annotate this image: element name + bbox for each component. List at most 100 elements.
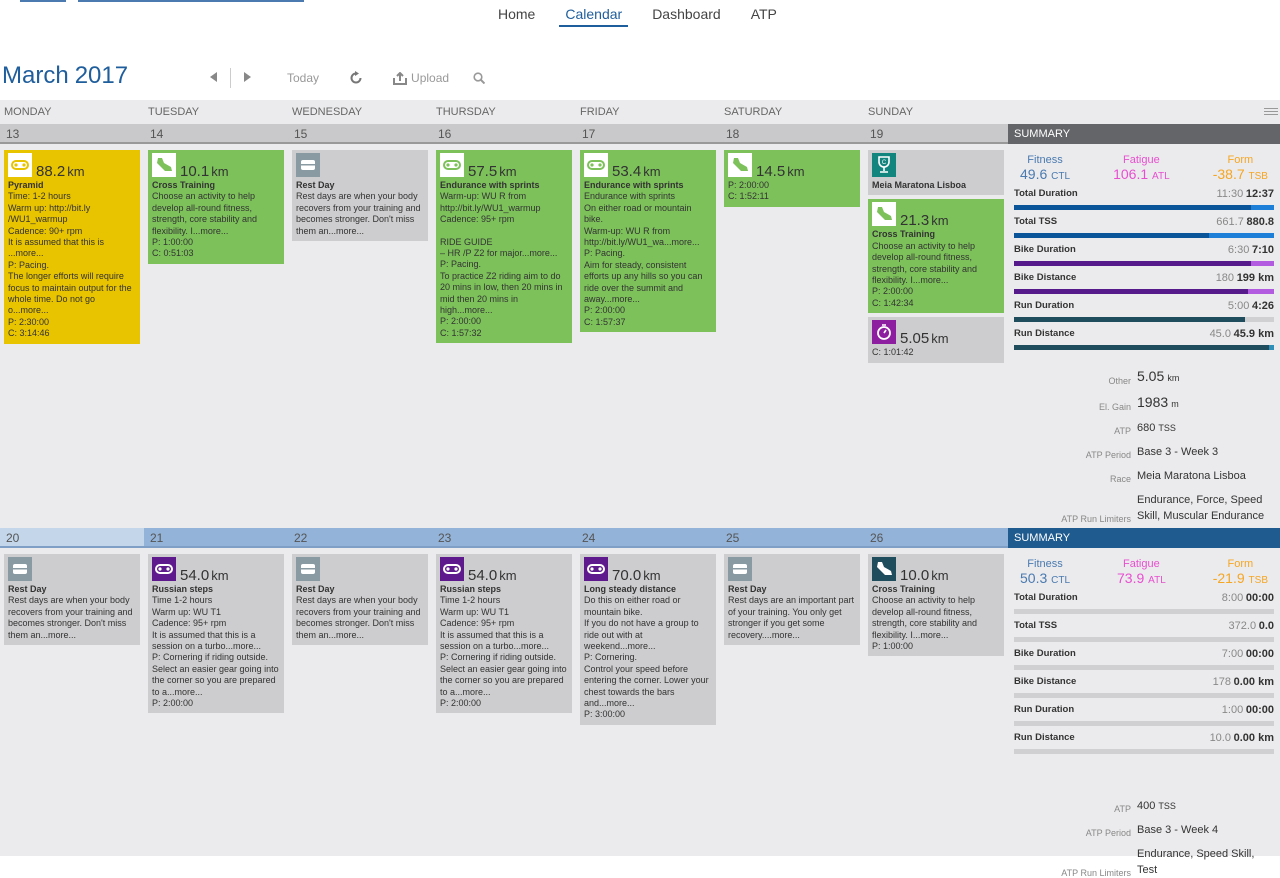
distance-unit: km — [787, 164, 805, 179]
today-button[interactable]: Today — [287, 71, 320, 85]
bike-icon — [8, 153, 32, 177]
upload-button[interactable]: Upload — [393, 71, 449, 85]
info-row: ATP Period Base 3 - Week 4 — [1014, 822, 1274, 838]
workout-card[interactable]: Rest Day Rest days are an important part … — [724, 554, 860, 646]
info-value: 400 — [1137, 800, 1156, 812]
summary-row-label: Total Duration — [1014, 188, 1078, 199]
date-cell[interactable]: 26 — [864, 528, 1008, 548]
search-icon[interactable] — [473, 72, 486, 84]
run-shoe-icon — [152, 153, 176, 177]
date-cell[interactable]: 20 — [0, 528, 144, 548]
completed-value: 4:26 — [1251, 300, 1274, 312]
day-cell: Rest Day Rest days are when your body rec… — [292, 554, 428, 649]
planned-value: 5:00 — [1227, 300, 1250, 312]
page-title: March 2017 — [2, 62, 128, 90]
info-value: 5.05 — [1137, 368, 1165, 384]
workout-distance: 5.05 km — [900, 331, 949, 346]
run-shoe-icon — [872, 202, 896, 227]
workout-card[interactable]: 10.0 km Cross Training Choose an activity t… — [868, 554, 1004, 657]
next-week-button[interactable] — [243, 71, 251, 85]
workout-card[interactable]: Rest Day Rest days are when your body rec… — [4, 554, 140, 646]
top-link[interactable] — [78, 0, 304, 2]
prev-week-button[interactable] — [210, 71, 218, 85]
workout-line: – HR /P Z2 for major...more... — [440, 248, 558, 259]
workout-card[interactable]: C Meia Maratona Lisboa — [868, 150, 1004, 196]
workout-distance: 14.5 km — [756, 164, 805, 179]
workout-card[interactable]: 54.0 km Russian steps Time 1-2 hours Warm up… — [148, 554, 284, 714]
workout-card[interactable]: 53.4 km Endurance with sprints Endurance wi… — [580, 150, 716, 333]
date-cell[interactable]: 24 — [576, 528, 720, 548]
day-cell: Rest Day Rest days are when your body rec… — [292, 150, 428, 245]
date-cell[interactable]: 16 — [432, 124, 576, 144]
fitness-label: Fitness — [1027, 558, 1063, 570]
progress-bar — [1014, 721, 1274, 726]
workout-line: P: Pacing. — [440, 259, 482, 270]
workout-card[interactable]: Rest Day Rest days are when your body rec… — [292, 554, 428, 646]
form-unit: TSB — [1248, 171, 1268, 182]
workout-distance: 54.0 km — [180, 568, 229, 583]
workout-line: P: Cornering if riding outside. — [152, 652, 269, 663]
workout-line: C: 1:01:42 — [872, 347, 914, 358]
workout-title: Meia Maratona Lisboa — [872, 180, 967, 190]
date-cell[interactable]: 14 — [144, 124, 288, 144]
workout-card[interactable]: 54.0 km Russian steps Time 1-2 hours Warm up… — [436, 554, 572, 714]
info-row: Race Meia Maratona Lisboa — [1014, 468, 1274, 484]
nav-home[interactable]: Home — [498, 6, 536, 22]
nav-calendar[interactable]: Calendar — [559, 6, 629, 27]
nav-dashboard[interactable]: Dashboard — [652, 6, 721, 22]
summary-row-label: Total TSS — [1014, 216, 1058, 227]
fitness-unit: CTL — [1051, 575, 1071, 586]
workout-card[interactable]: 21.3 km Cross Training Choose an activity t… — [868, 199, 1004, 314]
workout-line: Choose an activity to help develop all-r… — [152, 191, 258, 236]
rest-day-icon — [296, 557, 320, 581]
date-cell[interactable]: 21 — [144, 528, 288, 548]
info-value: 1983 — [1137, 394, 1169, 410]
workout-card[interactable]: 70.0 km Long steady distance Do this on eit… — [580, 554, 716, 725]
workout-line: Choose an activity to help develop all-r… — [872, 595, 978, 640]
weekday: FRIDAY — [580, 106, 620, 118]
month: March — [2, 62, 69, 89]
date-cell[interactable]: 25 — [720, 528, 864, 548]
weekday: WEDNESDAY — [292, 106, 363, 118]
date-cell[interactable]: 13 — [0, 124, 144, 144]
top-link[interactable] — [20, 0, 66, 2]
weekday: MONDAY — [4, 106, 52, 118]
workout-line: Rest days are when your body recovers fr… — [296, 595, 421, 640]
distance-unit: km — [931, 213, 949, 229]
date-cell[interactable]: 18 — [720, 124, 864, 144]
date-cell[interactable]: 17 — [576, 124, 720, 144]
workout-title: Russian steps — [152, 584, 214, 594]
menu-icon[interactable] — [1264, 108, 1278, 117]
rest-day-icon — [8, 557, 32, 581]
workout-line: P: 1:00:00 — [872, 641, 914, 652]
workout-line: http://bit.ly/WU1_wa...more... — [584, 237, 700, 248]
day-cell: 53.4 km Endurance with sprints Endurance wi… — [580, 150, 716, 336]
date-cell[interactable]: 19 — [864, 124, 1008, 144]
divider — [230, 68, 231, 88]
workout-card[interactable]: 88.2 km Pyramid Time: 1-2 hours Warm up: htt… — [4, 150, 140, 344]
planned-value: 7:00 — [1221, 648, 1244, 660]
top-links — [20, 0, 304, 2]
refresh-icon[interactable] — [349, 71, 363, 85]
info-key: ATP Period — [1085, 828, 1131, 838]
date-cell[interactable]: 22 — [288, 528, 432, 548]
workout-line: P: Pacing. — [584, 248, 626, 259]
info-key: ATP Run Limiters — [1061, 868, 1131, 878]
summary-row: Bike Distance 178 0.00 km — [1014, 676, 1274, 698]
workout-card[interactable]: 5.05 km C: 1:01:42 — [868, 317, 1004, 363]
date-cell[interactable]: 23 — [432, 528, 576, 548]
trophy-icon: C — [872, 153, 896, 177]
planned-value: 11:30 — [1216, 188, 1244, 200]
nav-atp[interactable]: ATP — [750, 6, 777, 22]
completed-value: 00:00 — [1245, 592, 1274, 604]
distance-value: 5.05 — [900, 330, 930, 348]
date-cell[interactable]: 15 — [288, 124, 432, 144]
workout-card[interactable]: 57.5 km Endurance with sprints Warm-up: WU … — [436, 150, 572, 344]
workout-card[interactable]: Rest Day Rest days are when your body rec… — [292, 150, 428, 242]
workout-line: To practice Z2 riding aim to do 20 mins … — [440, 270, 563, 316]
workout-card[interactable]: 14.5 km P: 2:00:00 C: 1:52:11 — [724, 150, 860, 207]
workout-card[interactable]: 10.1 km Cross Training Choose an activity t… — [148, 150, 284, 264]
workout-line: P: 3:00:00 — [584, 709, 626, 720]
summary-row: Bike Distance 180 199 km — [1014, 272, 1274, 294]
workout-line: Cadence: 95+ rpm — [440, 214, 515, 225]
